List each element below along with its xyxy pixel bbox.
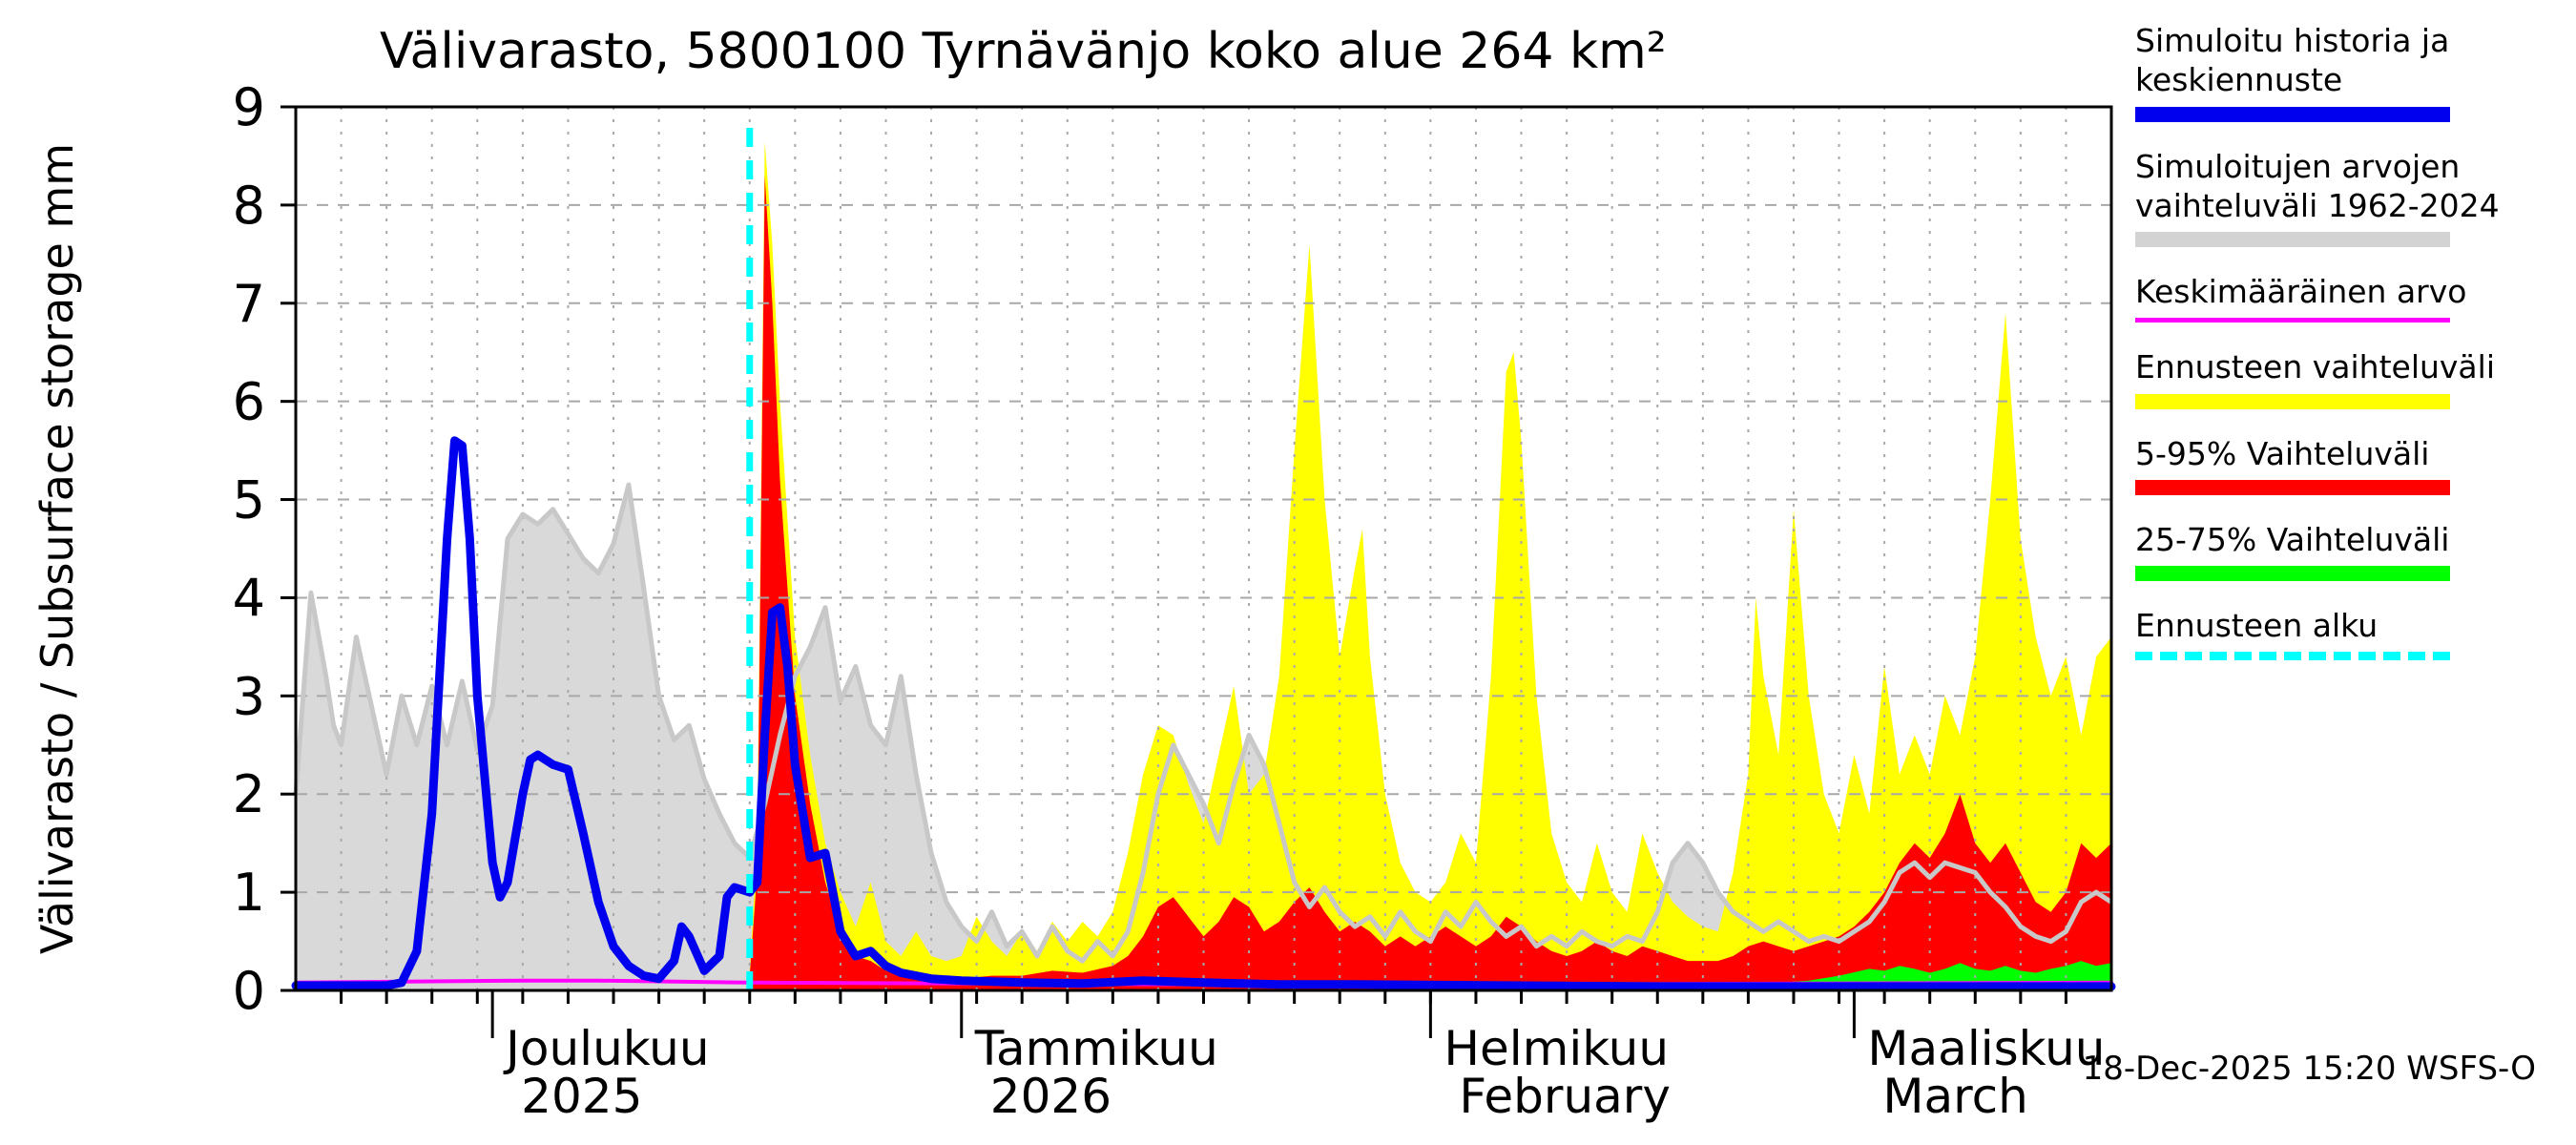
y-tick-label: 5: [233, 470, 265, 531]
month-label: Maaliskuu: [1867, 1021, 2105, 1076]
y-tick-label: 1: [233, 863, 265, 923]
month-sublabel: February: [1459, 1069, 1671, 1124]
y-tick-label: 4: [233, 568, 265, 628]
legend-swatch-forecast-start-cyan: [2135, 652, 2450, 661]
simulated-history-mean-forecast-line: [291, 436, 2116, 991]
legend-swatch-5-95-red: [2135, 479, 2450, 495]
legend-label: Ennusteen alku: [2135, 607, 2379, 644]
y-tick-label: 8: [233, 176, 265, 236]
month-label: Joulukuu: [503, 1021, 709, 1076]
y-tick-label: 6: [233, 372, 265, 432]
legend-item-simulated-history: Simuloitu historia ja keskiennuste: [2135, 21, 2555, 122]
month-label: Tammikuu: [974, 1021, 1218, 1076]
legend-item-25-75: 25-75% Vaihteluväli: [2135, 520, 2555, 581]
legend-label: 5-95% Vaihteluväli: [2135, 434, 2430, 472]
month-label: Helmikuu: [1444, 1021, 1669, 1076]
legend-swatch-history-blue: [2135, 106, 2450, 122]
legend-item-5-95: 5-95% Vaihteluväli: [2135, 434, 2555, 495]
month-sublabel: March: [1882, 1069, 2027, 1124]
y-tick-label: 9: [233, 77, 265, 137]
legend-swatch-mean-magenta: [2135, 318, 2450, 323]
legend-swatch-range-gray: [2135, 232, 2450, 247]
legend-swatch-forecast-yellow: [2135, 393, 2450, 409]
legend-item-forecast-start: Ennusteen alku: [2135, 606, 2555, 661]
legend-label: Keskimääräinen arvo: [2135, 273, 2467, 310]
legend-label: 25-75% Vaihteluväli: [2135, 520, 2450, 558]
legend-item-simulated-range: Simuloitujen arvojen vaihteluväli 1962-2…: [2135, 147, 2555, 247]
legend: Simuloitu historia ja keskiennuste Simul…: [2135, 21, 2555, 685]
legend-label: keskiennuste: [2135, 61, 2343, 99]
y-tick-label: 2: [233, 764, 265, 824]
legend-swatch-25-75-green: [2135, 566, 2450, 581]
range-5-95-area: [749, 176, 2111, 990]
legend-label: Simuloitu historia ja: [2135, 22, 2450, 59]
month-sublabel: 2025: [521, 1069, 642, 1124]
timestamp: 18-Dec-2025 15:20 WSFS-O: [2082, 1050, 2536, 1088]
chart-title: Välivarasto, 5800100 Tyrnävänjo koko alu…: [380, 23, 1667, 80]
simulated-range-outline: [293, 482, 2113, 964]
y-tick-label: 7: [233, 274, 265, 334]
forecast-range-area: [749, 141, 2111, 990]
month-sublabel: 2026: [990, 1069, 1111, 1124]
legend-label: Simuloitujen arvojen: [2135, 147, 2461, 185]
y-tick-label: 0: [233, 961, 265, 1021]
legend-item-forecast-range: Ennusteen vaihteluväli: [2135, 347, 2555, 409]
y-tick-label: 3: [233, 666, 265, 726]
legend-item-mean-value: Keskimääräinen arvo: [2135, 272, 2555, 323]
legend-label: Ennusteen vaihteluväli: [2135, 348, 2495, 386]
legend-label: vaihteluväli 1962-2024: [2135, 186, 2500, 224]
